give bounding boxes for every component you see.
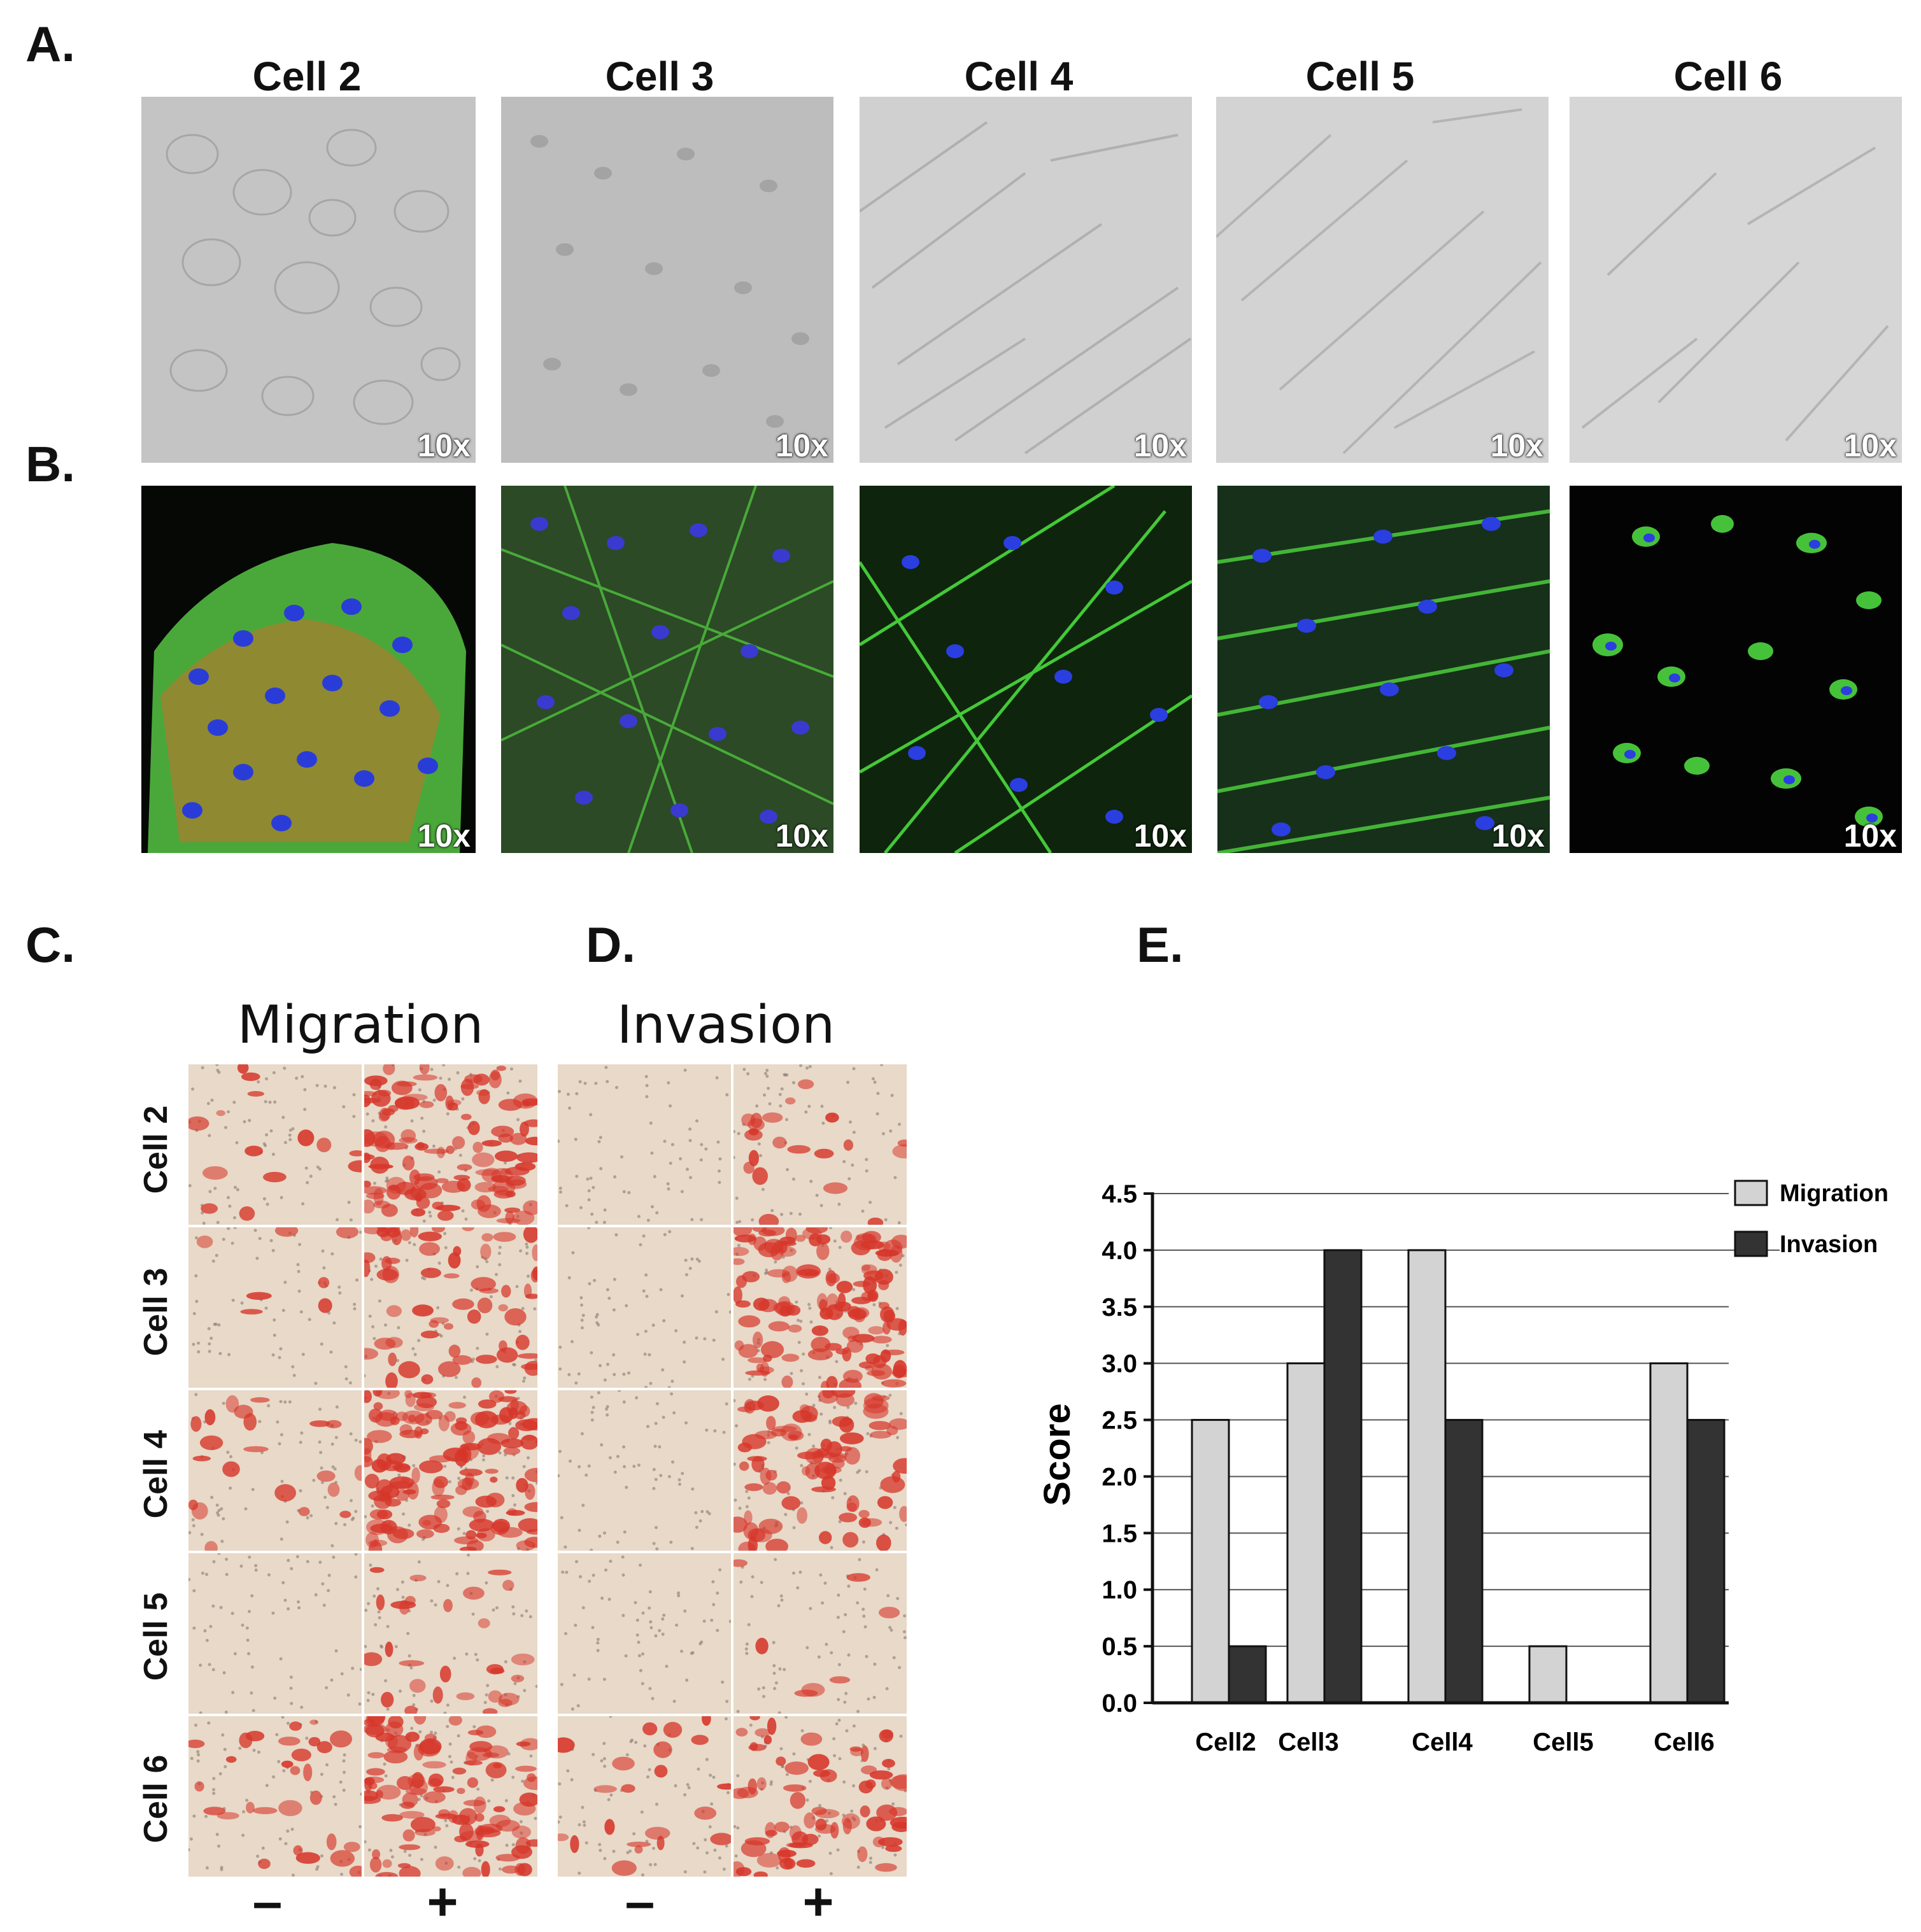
transwell-image-cell-2-invasion-plus — [734, 1064, 907, 1225]
bar-migration-cell4 — [1407, 1249, 1447, 1704]
brightfield-image-cell-6: 10x — [1570, 97, 1902, 463]
x-tick-label: Cell6 — [1654, 1728, 1715, 1756]
magnification-label: 10x — [417, 428, 471, 463]
fluorescence-image-cell-3: 10x — [501, 486, 833, 853]
invasion-plus-label: + — [802, 1872, 834, 1931]
migration-title: Migration — [237, 995, 484, 1055]
x-tick-label: Cell5 — [1533, 1728, 1594, 1756]
bar-invasion-cell4 — [1444, 1419, 1484, 1704]
row-label-cell-2: Cell 2 — [138, 1105, 174, 1194]
bar-migration-cell6 — [1649, 1362, 1689, 1704]
row-label-cell-5: Cell 5 — [138, 1592, 174, 1681]
y-axis-label: Score — [1037, 1403, 1078, 1505]
row-label-cell-6: Cell 6 — [138, 1754, 174, 1844]
column-label-cell-5: Cell 5 — [1305, 53, 1415, 99]
bar-invasion-cell3 — [1323, 1249, 1363, 1704]
transwell-image-cell-2-migration-plus — [364, 1064, 537, 1225]
bar-invasion-cell6 — [1686, 1419, 1726, 1704]
transwell-image-cell-5-invasion-plus — [734, 1553, 907, 1714]
y-tick-label: 0.0 — [1102, 1689, 1137, 1717]
x-tick-label: Cell4 — [1412, 1728, 1473, 1756]
bar-migration-cell3 — [1286, 1362, 1326, 1704]
migration-minus-label: – — [252, 1872, 283, 1931]
fluorescence-image-cell-4: 10x — [860, 486, 1192, 853]
panel-label-c: C. — [25, 917, 75, 973]
brightfield-image-cell-4: 10x — [860, 97, 1192, 463]
y-tick-label: 4.0 — [1102, 1237, 1137, 1265]
transwell-image-cell-4-invasion-minus — [558, 1390, 731, 1551]
magnification-label: 10x — [417, 818, 471, 853]
column-label-cell-6: Cell 6 — [1673, 53, 1783, 99]
legend-label-invasion: Invasion — [1780, 1231, 1878, 1258]
fluorescence-image-cell-6: 10x — [1570, 486, 1902, 853]
transwell-image-cell-3-migration-plus — [364, 1227, 537, 1388]
column-label-cell-2: Cell 2 — [252, 53, 362, 99]
magnification-label: 10x — [1133, 428, 1187, 463]
transwell-image-cell-6-migration-plus — [364, 1716, 537, 1877]
score-bar-chart: Score 0.0 0.5 1.0 1.5 2.0 2.5 3.0 3.5 4.0 4.5 Cell… — [1037, 1180, 1889, 1756]
magnification-label: 10x — [1490, 428, 1543, 463]
y-tick-label: 1.0 — [1102, 1576, 1137, 1604]
x-tick-label: Cell2 — [1195, 1728, 1256, 1756]
invasion-minus-label: – — [625, 1872, 655, 1931]
magnification-label: 10x — [1843, 428, 1897, 463]
invasion-title: Invasion — [616, 995, 835, 1055]
legend-swatch-invasion — [1734, 1230, 1768, 1257]
transwell-image-cell-6-invasion-minus — [558, 1716, 731, 1877]
y-tick-label: 2.5 — [1102, 1407, 1137, 1435]
transwell-image-cell-6-invasion-plus — [734, 1716, 907, 1877]
transwell-image-cell-5-migration-plus — [364, 1553, 537, 1714]
panel-label-a: A. — [25, 16, 75, 72]
transwell-image-cell-4-migration-plus — [364, 1390, 537, 1551]
transwell-image-cell-5-migration-minus — [188, 1553, 362, 1714]
legend-label-migration: Migration — [1780, 1180, 1889, 1207]
transwell-image-cell-3-invasion-plus — [734, 1227, 907, 1388]
brightfield-image-cell-3: 10x — [501, 97, 833, 463]
transwell-image-cell-4-invasion-plus — [734, 1390, 907, 1551]
transwell-image-cell-3-invasion-minus — [558, 1227, 731, 1388]
magnification-label: 10x — [1133, 818, 1187, 853]
y-tick-label: 2.0 — [1102, 1463, 1137, 1491]
panel-label-b: B. — [25, 436, 75, 492]
transwell-image-cell-3-migration-minus — [188, 1227, 362, 1388]
legend-swatch-migration — [1734, 1180, 1768, 1206]
migration-plus-label: + — [427, 1872, 458, 1931]
transwell-image-cell-6-migration-minus — [188, 1716, 362, 1877]
column-label-cell-3: Cell 3 — [605, 53, 714, 99]
brightfield-image-cell-2: 10x — [141, 97, 476, 463]
row-label-cell-3: Cell 3 — [138, 1267, 174, 1357]
y-tick-label: 3.5 — [1102, 1294, 1137, 1322]
y-tick-label: 1.5 — [1102, 1520, 1137, 1548]
bar-invasion-cell2 — [1228, 1645, 1267, 1704]
transwell-image-cell-2-migration-minus — [188, 1064, 362, 1225]
panel-label-d: D. — [586, 917, 635, 973]
column-label-cell-4: Cell 4 — [964, 53, 1074, 99]
magnification-label: 10x — [775, 428, 828, 463]
y-tick-label: 4.5 — [1102, 1180, 1137, 1208]
bar-migration-cell5 — [1528, 1645, 1568, 1704]
transwell-image-cell-5-invasion-minus — [558, 1553, 731, 1714]
panel-label-e: E. — [1137, 917, 1184, 973]
transwell-image-cell-4-migration-minus — [188, 1390, 362, 1551]
y-tick-label: 3.0 — [1102, 1350, 1137, 1378]
magnification-label: 10x — [775, 818, 828, 853]
y-tick-label: 0.5 — [1102, 1633, 1137, 1661]
bar-migration-cell2 — [1191, 1419, 1230, 1704]
row-label-cell-4: Cell 4 — [138, 1430, 174, 1519]
magnification-label: 10x — [1491, 818, 1545, 853]
x-tick-label: Cell3 — [1278, 1728, 1339, 1756]
transwell-image-cell-2-invasion-minus — [558, 1064, 731, 1225]
brightfield-image-cell-5: 10x — [1216, 97, 1549, 463]
magnification-label: 10x — [1843, 818, 1897, 853]
fluorescence-image-cell-2: 10x — [141, 486, 476, 853]
transwell-image-grid — [188, 1064, 907, 1879]
fluorescence-image-cell-5: 10x — [1217, 486, 1550, 853]
